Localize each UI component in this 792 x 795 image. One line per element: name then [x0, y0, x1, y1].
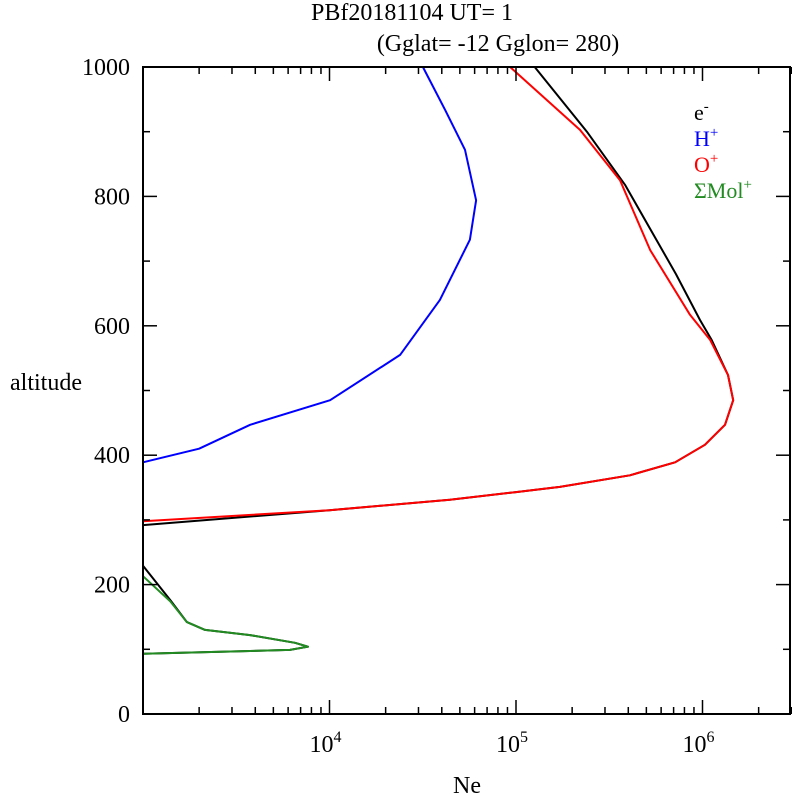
- y-axis-label: altitude: [10, 370, 82, 396]
- legend-label: H: [694, 126, 710, 151]
- series-line-2-0: [142, 66, 735, 523]
- x-tick-base: 10: [496, 732, 520, 758]
- x-tick-base: 10: [683, 732, 707, 758]
- legend-label: ΣMol: [694, 178, 743, 203]
- y-tick-label: 0: [118, 702, 130, 728]
- x-tick-exp: 6: [707, 729, 715, 746]
- y-tick-label: 1000: [82, 55, 130, 81]
- legend-sup: +: [743, 177, 751, 193]
- x-tick-label: 105: [496, 729, 528, 758]
- legend-sup: +: [710, 125, 718, 141]
- legend-entry-3: ΣMol+: [694, 177, 752, 203]
- series-line-0-0: [142, 66, 735, 527]
- chart-title: PBf20181104 UT= 1: [311, 0, 513, 26]
- x-tick-base: 10: [310, 732, 334, 758]
- y-tick-label: 200: [94, 573, 130, 599]
- x-tick-label: 106: [683, 729, 715, 758]
- y-tick-label: 600: [94, 314, 130, 340]
- series-line-3-0: [142, 575, 309, 655]
- legend-entry-2: O+: [694, 151, 718, 177]
- plot-frame: [142, 66, 791, 715]
- legend-sup: -: [704, 99, 709, 115]
- legend-sup: +: [710, 151, 718, 167]
- x-axis-label: Ne: [453, 773, 481, 795]
- y-tick-label: 400: [94, 443, 130, 469]
- y-tick-label: 800: [94, 184, 130, 210]
- legend-label: e: [694, 100, 704, 125]
- x-tick-label: 104: [310, 729, 342, 758]
- chart-subtitle: (Gglat= -12 Gglon= 280): [377, 31, 619, 57]
- x-tick-exp: 5: [520, 729, 528, 746]
- legend-entry-0: e-: [694, 99, 709, 125]
- series-line-1-0: [142, 66, 478, 464]
- legend-label: O: [694, 152, 710, 177]
- x-tick-exp: 4: [334, 729, 342, 746]
- legend-entry-1: H+: [694, 125, 718, 151]
